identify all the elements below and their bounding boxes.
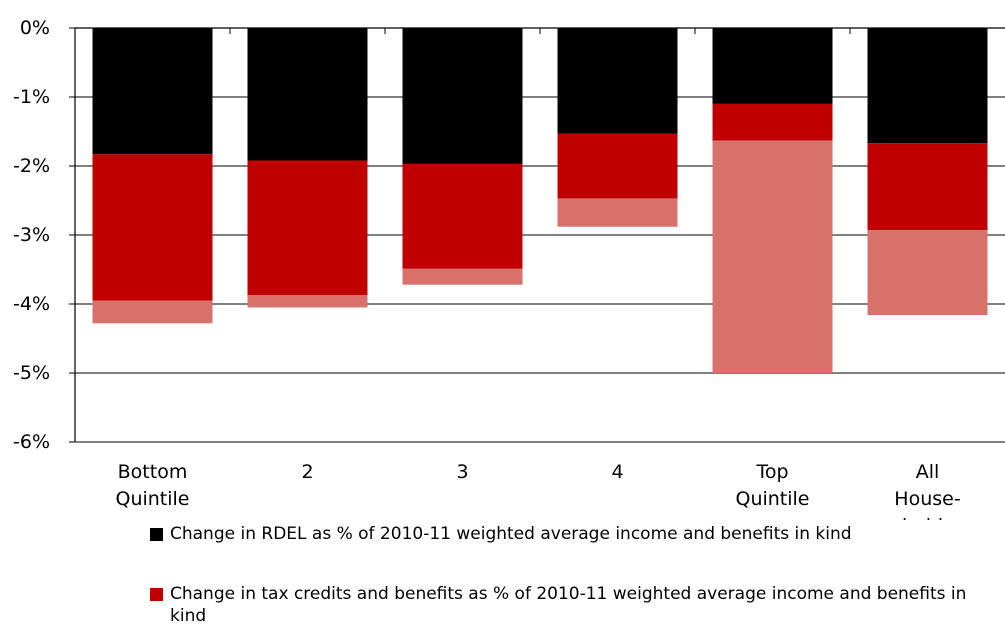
y-tick-label: -4% [13, 293, 50, 315]
legend-swatch-tax-credits [150, 588, 163, 601]
x-tick-label: Quintile [115, 488, 189, 510]
bar-other [712, 140, 833, 373]
bar-rdel [247, 28, 368, 161]
y-tick-label: -2% [13, 155, 50, 177]
x-tick-label: 3 [456, 461, 468, 483]
gridlines [69, 27, 1005, 443]
y-tick-labels: 0% -1% -2% -3% -4% -5% -6% [13, 17, 50, 453]
x-tick-label: holds [902, 515, 953, 520]
bar-tax-credits [557, 133, 678, 199]
bar-other [402, 268, 523, 285]
bar-tax-credits [402, 163, 523, 269]
bar-rdel [92, 28, 213, 155]
y-tick-label: -3% [13, 224, 50, 246]
bar-rdel [867, 28, 988, 144]
bar-tax-credits [92, 154, 213, 301]
bar-rdel [712, 28, 833, 104]
y-tick-label: -6% [13, 431, 50, 453]
axes [74, 27, 1005, 442]
bar-other [92, 300, 213, 324]
bar-other [867, 230, 988, 316]
y-tick-label: -5% [13, 362, 50, 384]
x-tick-label: All [916, 461, 940, 483]
bar-rdel [402, 28, 523, 164]
x-tick-label: House- [894, 488, 960, 510]
legend-item-tax-credits: Change in tax credits and benefits as % … [150, 583, 1000, 627]
y-tick-label: -1% [13, 86, 50, 108]
legend-item-rdel: Change in RDEL as % of 2010-11 weighted … [150, 523, 852, 545]
bar-tax-credits [867, 143, 988, 231]
bar-tax-credits [247, 160, 368, 296]
x-tick-label: 4 [611, 461, 623, 483]
y-tick-label: 0% [20, 17, 50, 39]
x-tick-label: Quintile [735, 488, 809, 510]
bar-other [557, 198, 678, 227]
x-tick-labels: Bottom Quintile 2 3 4 Top Quintile All House-hol… [115, 461, 960, 537]
x-tick-label: Top [755, 461, 788, 483]
bar-rdel [557, 28, 678, 134]
bars [92, 28, 988, 373]
bar-tax-credits [712, 103, 833, 141]
legend-label-tax-credits: Change in tax credits and benefits as % … [170, 584, 967, 626]
bar-other [247, 295, 368, 308]
legend-label-rdel: Change in RDEL as % of 2010-11 weighted … [170, 524, 852, 544]
x-tick-label: Bottom [118, 461, 188, 483]
legend-swatch-rdel [150, 528, 163, 541]
chart-plot: 0% -1% -2% -3% -4% -5% -6% Bottom Quintile 2 3 4 To… [13, 17, 1005, 537]
x-tick-label: 2 [301, 461, 313, 483]
